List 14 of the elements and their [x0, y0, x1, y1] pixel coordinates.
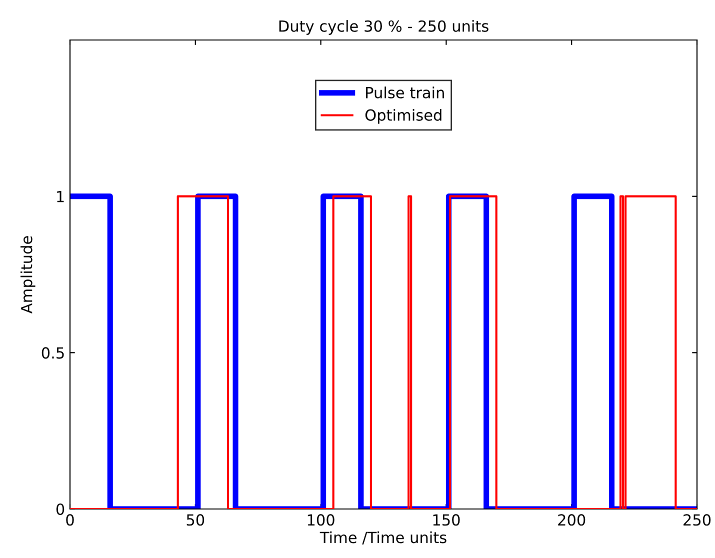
x-tick-label: 0 — [66, 514, 74, 526]
x-tick-label: 200 — [558, 514, 586, 526]
legend-label: Optimised — [365, 109, 442, 124]
legend-label: Pulse train — [366, 86, 444, 98]
chart-title: Duty cycle 30 % - 250 units — [279, 20, 488, 35]
y-axis-title: Amplitude — [20, 236, 36, 314]
y-tick-label: 1 — [57, 191, 64, 202]
y-tick-label: 0 — [56, 503, 64, 516]
x-tick-label: 100 — [308, 514, 334, 526]
x-tick-label: 50 — [186, 514, 204, 526]
x-axis-title: Time /Time units — [320, 531, 446, 544]
y-tick-label: 0.5 — [42, 347, 64, 359]
x-tick-label: 150 — [433, 514, 460, 526]
x-tick-label: 250 — [684, 514, 711, 526]
